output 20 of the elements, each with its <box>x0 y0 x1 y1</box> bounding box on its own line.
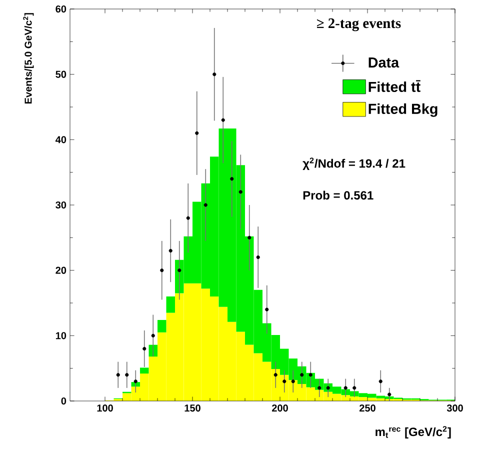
x-tick-label: 150 <box>184 404 200 412</box>
y-tick-label: 60 <box>56 5 66 13</box>
y-tick-label: 50 <box>56 70 66 78</box>
y-tick-label: 10 <box>56 332 66 340</box>
y-tick-label: 0 <box>61 397 66 405</box>
y-tick-label: 40 <box>56 136 66 144</box>
x-tick-label: 200 <box>272 404 288 412</box>
x-axis-title: m$_{t}$$^{rec}$ [GeV/c$^{2}$] <box>376 426 451 439</box>
legend-title: ≥ 2-tag events <box>317 18 401 32</box>
x-tick-label: 250 <box>360 404 376 412</box>
legend-label: Fitted Bkg <box>368 103 438 117</box>
x-tick-label: 100 <box>97 404 113 412</box>
x-tick-label: 300 <box>446 404 463 412</box>
y-tick-label: 20 <box>56 266 66 274</box>
legend-label: Data <box>368 58 400 68</box>
annotation: χ$^{2}$/Ndof = 19.4 / 21 <box>302 158 406 170</box>
y-axis-title: Events/[5.0 GeV/c$^{2}$] <box>23 13 34 104</box>
y-tick-label: 30 <box>56 201 66 209</box>
legend-label: Fitted tt̄ <box>368 80 420 92</box>
annotation: Prob = 0.561 <box>303 190 374 200</box>
